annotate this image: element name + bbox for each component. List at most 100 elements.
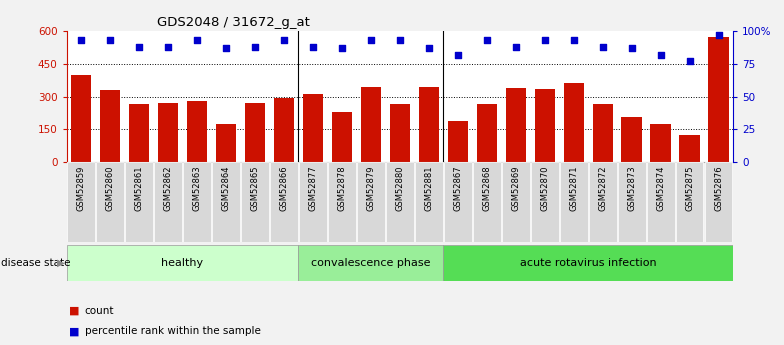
FancyBboxPatch shape [357, 162, 385, 241]
Bar [709, 37, 728, 162]
Bar [419, 87, 439, 162]
Text: GSM52881: GSM52881 [424, 165, 434, 211]
Text: GSM52864: GSM52864 [222, 165, 230, 211]
Text: percentile rank within the sample: percentile rank within the sample [85, 326, 260, 336]
FancyBboxPatch shape [125, 162, 153, 241]
FancyBboxPatch shape [444, 162, 472, 241]
Text: convalescence phase: convalescence phase [311, 258, 430, 268]
FancyBboxPatch shape [618, 162, 645, 241]
Text: GSM52875: GSM52875 [685, 165, 694, 211]
FancyBboxPatch shape [241, 162, 269, 241]
Point [365, 38, 377, 43]
Point [394, 38, 406, 43]
FancyBboxPatch shape [415, 162, 443, 241]
Text: healthy: healthy [162, 258, 204, 268]
Text: GSM52865: GSM52865 [250, 165, 260, 211]
Text: disease state: disease state [1, 258, 71, 268]
Text: GDS2048 / 31672_g_at: GDS2048 / 31672_g_at [157, 16, 310, 29]
Text: acute rotavirus infection: acute rotavirus infection [520, 258, 656, 268]
Text: GSM52868: GSM52868 [482, 165, 492, 211]
FancyBboxPatch shape [473, 162, 501, 241]
Point [539, 38, 551, 43]
Bar [535, 89, 555, 162]
Point [191, 38, 203, 43]
Text: GSM52876: GSM52876 [714, 165, 723, 211]
FancyBboxPatch shape [328, 162, 356, 241]
Bar [216, 124, 236, 162]
Text: GSM52862: GSM52862 [164, 165, 172, 211]
Bar [274, 98, 294, 162]
Point [481, 38, 493, 43]
FancyBboxPatch shape [299, 162, 327, 241]
Text: GSM52860: GSM52860 [106, 165, 114, 211]
Bar [651, 124, 671, 162]
Point [162, 44, 174, 50]
Bar [593, 104, 613, 162]
Text: GSM52880: GSM52880 [395, 165, 405, 211]
Bar [506, 88, 526, 162]
Point [74, 38, 87, 43]
Point [510, 44, 522, 50]
Point [684, 58, 696, 64]
Text: GSM52866: GSM52866 [279, 165, 289, 211]
Point [452, 52, 464, 57]
Point [713, 32, 725, 38]
FancyBboxPatch shape [386, 162, 414, 241]
FancyBboxPatch shape [676, 162, 703, 241]
FancyBboxPatch shape [560, 162, 587, 241]
Bar [187, 101, 207, 162]
FancyBboxPatch shape [299, 245, 443, 281]
Text: GSM52877: GSM52877 [308, 165, 318, 211]
Bar [158, 103, 178, 162]
Text: GSM52879: GSM52879 [366, 165, 376, 211]
Bar [448, 121, 468, 162]
Bar [129, 104, 149, 162]
Bar [361, 87, 381, 162]
Text: ■: ■ [69, 326, 79, 336]
Text: ■: ■ [69, 306, 79, 315]
Point [626, 45, 638, 51]
Point [336, 45, 348, 51]
FancyBboxPatch shape [531, 162, 559, 241]
Point [597, 44, 609, 50]
Point [132, 44, 145, 50]
Point [249, 44, 261, 50]
FancyBboxPatch shape [647, 162, 674, 241]
Bar [332, 112, 352, 162]
Point [568, 38, 580, 43]
Point [103, 38, 116, 43]
FancyBboxPatch shape [270, 162, 298, 241]
Text: GSM52861: GSM52861 [135, 165, 143, 211]
Bar [100, 90, 120, 162]
Bar [477, 104, 497, 162]
Text: GSM52870: GSM52870 [540, 165, 550, 211]
Text: GSM52874: GSM52874 [656, 165, 665, 211]
FancyBboxPatch shape [67, 245, 299, 281]
Bar [564, 83, 584, 162]
Point [655, 52, 667, 57]
Text: GSM52859: GSM52859 [77, 165, 85, 211]
Bar [622, 117, 642, 162]
FancyBboxPatch shape [67, 162, 95, 241]
Point [220, 45, 232, 51]
FancyBboxPatch shape [705, 162, 732, 241]
Text: GSM52869: GSM52869 [511, 165, 521, 211]
FancyBboxPatch shape [96, 162, 124, 241]
Text: GSM52872: GSM52872 [598, 165, 607, 211]
Point [278, 38, 290, 43]
FancyBboxPatch shape [154, 162, 182, 241]
Text: GSM52863: GSM52863 [193, 165, 201, 211]
Bar [680, 135, 699, 162]
Text: ▶: ▶ [57, 258, 65, 268]
Bar [71, 75, 91, 162]
Point [423, 45, 435, 51]
FancyBboxPatch shape [443, 245, 733, 281]
Text: GSM52871: GSM52871 [569, 165, 578, 211]
Point [307, 44, 319, 50]
Bar [390, 104, 410, 162]
FancyBboxPatch shape [589, 162, 616, 241]
FancyBboxPatch shape [183, 162, 211, 241]
Bar [245, 103, 265, 162]
Text: GSM52873: GSM52873 [627, 165, 636, 211]
Text: GSM52867: GSM52867 [453, 165, 463, 211]
